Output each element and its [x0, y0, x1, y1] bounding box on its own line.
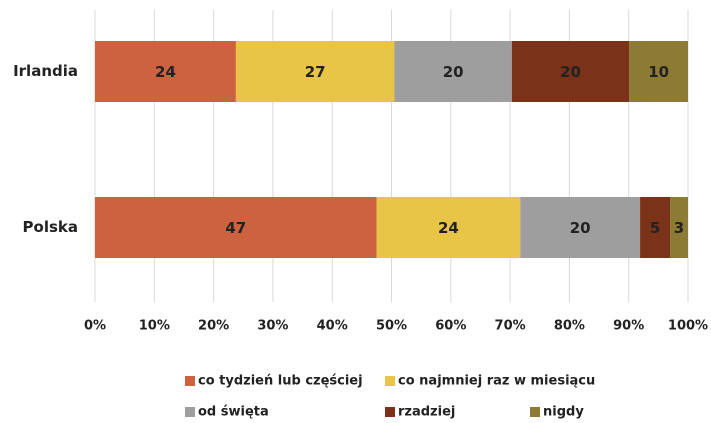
legend-label: co najmniej raz w miesiącu — [398, 374, 595, 389]
data-label: 3 — [674, 219, 684, 237]
data-label: 20 — [570, 219, 591, 237]
legend-swatch — [185, 376, 195, 386]
legend-label: co tydzień lub częściej — [198, 374, 363, 389]
legend-swatch — [385, 376, 395, 386]
data-label: 47 — [225, 219, 246, 237]
data-label: 24 — [438, 219, 459, 237]
bar-segment — [376, 197, 521, 258]
data-label: 20 — [560, 63, 581, 81]
x-tick-label: 100% — [668, 319, 708, 334]
bar-segment — [520, 197, 641, 258]
x-tick-label: 80% — [554, 319, 585, 334]
legend-label: od święta — [198, 405, 269, 420]
data-label: 24 — [155, 63, 176, 81]
bar-segment — [511, 41, 630, 102]
bar-segment — [95, 41, 236, 102]
data-label: 20 — [443, 63, 464, 81]
legend-label: rzadziej — [398, 405, 455, 420]
category-label: Irlandia — [13, 62, 78, 80]
x-tick-label: 60% — [435, 319, 466, 334]
x-tick-label: 50% — [376, 319, 407, 334]
x-tick-label: 90% — [613, 319, 644, 334]
legend-swatch — [385, 407, 395, 417]
data-label: 5 — [650, 219, 660, 237]
x-tick-label: 70% — [495, 319, 526, 334]
bar-segment — [394, 41, 512, 102]
data-label: 10 — [648, 63, 669, 81]
legend-swatch — [185, 407, 195, 417]
bar-segment — [95, 197, 377, 258]
legend-swatch — [530, 407, 540, 417]
x-tick-label: 40% — [317, 319, 348, 334]
x-tick-label: 10% — [139, 319, 170, 334]
x-tick-label: 0% — [84, 319, 106, 334]
x-tick-label: 30% — [257, 319, 288, 334]
legend-label: nigdy — [543, 405, 584, 420]
bar-segment — [640, 197, 671, 258]
bar-segment — [235, 41, 395, 102]
x-tick-label: 20% — [198, 319, 229, 334]
category-label: Polska — [23, 218, 78, 236]
data-label: 27 — [305, 63, 326, 81]
bar-segment — [629, 41, 688, 102]
bar-segment — [670, 197, 688, 258]
